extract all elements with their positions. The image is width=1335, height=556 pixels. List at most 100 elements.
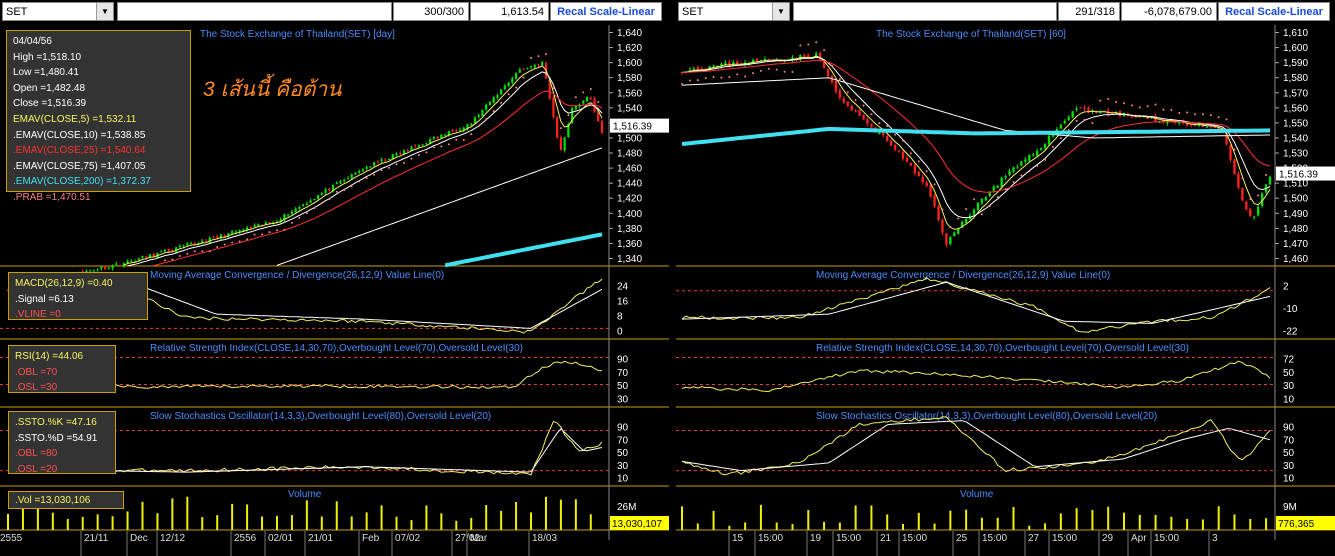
right-chart-plot[interactable]: 1,610 1,600 1,590 1,580 1,570 1,560 1,550 1,540… <box>676 25 1335 556</box>
chart-title: The Stock Exchange of Thailand(SET) [60] <box>876 29 1066 40</box>
candle-body <box>443 134 447 136</box>
candle-body <box>1197 123 1201 126</box>
parabolic-sar-dot <box>1099 99 1102 102</box>
volume-bar <box>1265 518 1268 530</box>
parabolic-sar-dot <box>275 229 278 232</box>
parabolic-sar-dot <box>838 78 841 81</box>
parabolic-sar-dot <box>432 146 435 149</box>
stoch-legend-0: .SSTO.%K =47.16 <box>15 417 97 428</box>
candle-body <box>893 145 897 150</box>
candle-body <box>728 62 731 66</box>
last-price-label: 1,516.39 <box>613 122 652 133</box>
resistance-annotation: 3 เส้นนี้ คือต้าน <box>203 78 342 101</box>
candle-body <box>387 158 391 160</box>
volume-last-tag <box>1276 516 1335 530</box>
right-symbol-select[interactable]: SET ▼ <box>678 2 790 21</box>
candle-body <box>803 54 806 57</box>
stoch-tick-label: 30 <box>617 461 629 472</box>
price-tick-label: 1,620 <box>617 43 642 54</box>
candle-body <box>171 250 174 252</box>
chevron-down-icon[interactable]: ▼ <box>96 3 113 20</box>
candle-body <box>436 136 439 139</box>
candle-body <box>1110 113 1114 115</box>
candle-body <box>485 104 488 110</box>
candle-body <box>1150 116 1153 119</box>
candle-body <box>279 219 282 223</box>
volume-bar <box>231 503 234 530</box>
parabolic-sar-dot <box>1115 101 1118 104</box>
chart-title: The Stock Exchange of Thailand(SET) [day… <box>200 29 395 40</box>
candle-body <box>696 67 699 70</box>
candle-body <box>361 169 365 172</box>
parabolic-sar-dot <box>261 233 264 236</box>
parabolic-sar-dot <box>1044 158 1047 161</box>
candle-body <box>1217 127 1220 130</box>
volume-bar <box>425 505 428 530</box>
candle-body <box>395 153 398 156</box>
stoch-legend-3: .OSL =20 <box>15 463 58 475</box>
price-tick-label: 1,560 <box>1283 103 1308 114</box>
candle-body <box>1039 148 1043 150</box>
volume-bar <box>807 510 810 530</box>
parabolic-sar-dot <box>799 44 802 47</box>
candle-body <box>507 82 510 87</box>
macd-tick-label: 0 <box>617 327 623 338</box>
x-axis-label: 07/02 <box>395 533 420 544</box>
volume-bar <box>712 510 715 530</box>
candle-body <box>219 234 223 239</box>
parabolic-sar-dot <box>163 259 166 262</box>
left-chart-plot[interactable]: 1,6401,6201,6001,5801,5601,5401,5201,500… <box>0 25 669 556</box>
candle-body <box>822 59 826 69</box>
right-recal-scale-button[interactable]: Recal Scale-Linear <box>1218 2 1330 21</box>
volume-bar <box>1044 523 1047 530</box>
parabolic-sar-dot <box>767 67 770 70</box>
parabolic-sar-dot <box>447 143 450 146</box>
left-symbol-select[interactable]: SET ▼ <box>2 2 114 21</box>
parabolic-sar-dot <box>846 91 849 94</box>
volume-bar <box>1107 506 1110 530</box>
stoch-tick-label: 50 <box>1283 448 1295 459</box>
candle-body <box>1189 124 1193 126</box>
x-axis-label: 15:00 <box>982 533 1007 544</box>
stoch-pane-title: Slow Stochastics Oscillator(14,3,3),Over… <box>150 411 491 422</box>
candle-body <box>473 117 477 124</box>
parabolic-sar-dot <box>597 101 600 104</box>
candle-body <box>854 110 857 112</box>
volume-bar <box>530 512 533 530</box>
candle-body <box>399 153 402 155</box>
ema-10-line <box>681 56 1271 219</box>
parabolic-sar-dot <box>1249 198 1252 201</box>
candle-body <box>1032 154 1035 156</box>
chevron-down-icon[interactable]: ▼ <box>772 3 789 20</box>
candle-body <box>897 150 901 152</box>
candle-body <box>842 98 845 103</box>
left-recal-scale-button[interactable]: Recal Scale-Linear <box>550 2 662 21</box>
x-axis-label: 2556 <box>234 533 257 544</box>
candle-body <box>1087 108 1090 112</box>
candle-body <box>597 110 600 122</box>
volume-bar <box>791 524 794 530</box>
ema-10-line <box>127 71 603 267</box>
candle-body <box>984 197 988 201</box>
parabolic-sar-dot <box>1162 108 1165 111</box>
parabolic-sar-dot <box>988 205 991 208</box>
parabolic-sar-dot <box>807 43 810 46</box>
x-axis-label: Mar <box>470 533 488 544</box>
candle-body <box>570 108 574 124</box>
candle-body <box>548 79 551 99</box>
volume-bar <box>1170 516 1173 530</box>
volume-bar <box>410 520 413 530</box>
candle-body <box>886 135 889 142</box>
price-tick-label: 1,580 <box>617 73 642 84</box>
parabolic-sar-dot <box>996 196 999 199</box>
macd-legend-0: MACD(26,12,9) =0.40 <box>15 278 113 289</box>
volume-bar <box>335 501 338 530</box>
stoch-tick-label: 10 <box>1283 474 1295 485</box>
price-tick-label: 1,600 <box>1283 43 1308 54</box>
ma-legend-3: .EMAV(CLOSE,75) =1,407.05 <box>13 160 146 172</box>
volume-legend-0: .Vol =13,030,106 <box>15 495 91 506</box>
left-ohlc-legend: 04/04/56 High =1,518.10 Low =1,480.41 Op… <box>6 30 191 203</box>
left-chart-window: SET ▼ 300/300 1,613.54 Recal Scale-Linea… <box>0 0 669 556</box>
parabolic-sar-dot <box>193 250 196 253</box>
candle-body <box>100 266 103 269</box>
